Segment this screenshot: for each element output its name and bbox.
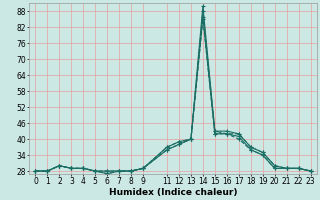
- X-axis label: Humidex (Indice chaleur): Humidex (Indice chaleur): [109, 188, 237, 197]
